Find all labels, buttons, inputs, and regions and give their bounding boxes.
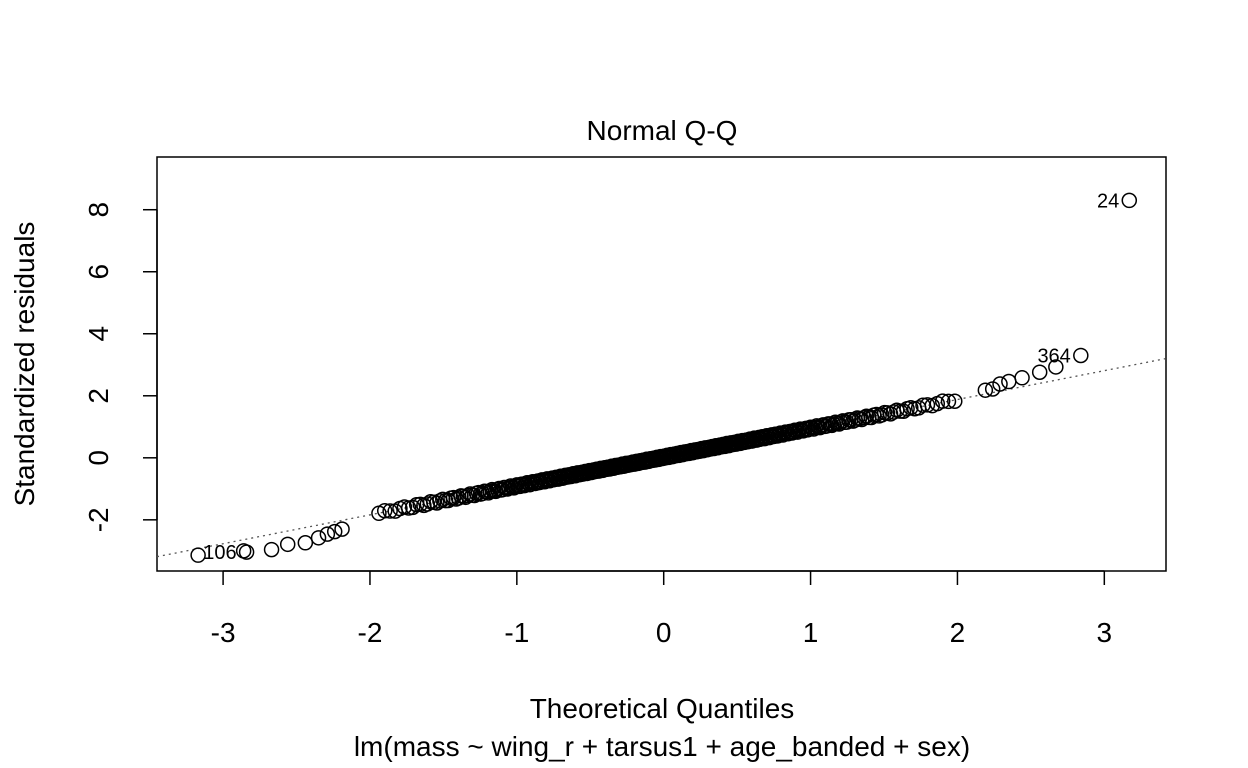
x-tick-label: -2 [358,617,383,648]
qq-point [818,418,835,434]
x-tick-label: 0 [656,617,672,648]
qq-point [404,499,421,516]
qq-point [376,502,393,519]
qq-point [984,381,1001,397]
y-tick-label: 0 [83,450,114,466]
x-tick-label: 3 [1097,617,1113,648]
qq-point [235,543,252,559]
points-group [190,192,1138,563]
point-label: 24 [1097,190,1119,212]
qq-point [895,403,912,419]
chart-title: Normal Q-Q [587,115,738,146]
y-tick-label: -2 [83,507,114,532]
qq-point [856,409,872,426]
y-tick-label: 8 [83,202,114,218]
x-axis-label: Theoretical Quantiles [530,693,795,724]
qq-point [382,503,398,519]
x-axis: -3 -2 -1 0 1 2 3 [211,570,1113,648]
y-tick-label: 6 [83,264,114,280]
y-axis-label: Standardized residuals [9,222,40,507]
x-tick-label: -3 [211,617,236,648]
qq-point [1073,347,1089,364]
x-tick-label: 2 [950,617,966,648]
qq-point [1014,370,1030,386]
qq-point [772,425,788,441]
chart-subtitle: lm(mass ~ wing_r + tarsus1 + age_banded … [354,731,970,762]
qq-point [310,530,327,546]
y-axis: -2 0 2 4 6 8 [83,202,158,532]
point-labels-group: 106 24 364 [203,190,1119,564]
qq-point [326,523,343,540]
qq-point [190,547,206,563]
qq-point [1031,364,1048,380]
qq-point [460,487,476,504]
qq-point [1048,359,1064,375]
x-tick-label: -1 [504,617,529,648]
qq-point [1001,373,1017,390]
qq-point [934,393,951,409]
plot-frame [156,156,1167,572]
qq-point [319,526,336,542]
x-tick-label: 1 [803,617,819,648]
qq-point [940,393,957,410]
y-tick-label: 2 [83,388,114,404]
y-tick-label: 4 [83,326,114,342]
qq-point [1121,192,1138,209]
qq-point [977,382,994,398]
qq-point [334,521,350,537]
point-label: 106 [203,542,236,564]
qq-point [297,535,314,551]
qq-point [263,541,280,558]
qq-point [919,397,936,413]
qq-point [947,393,963,409]
qq-point [279,536,296,553]
point-label: 364 [1037,345,1070,367]
